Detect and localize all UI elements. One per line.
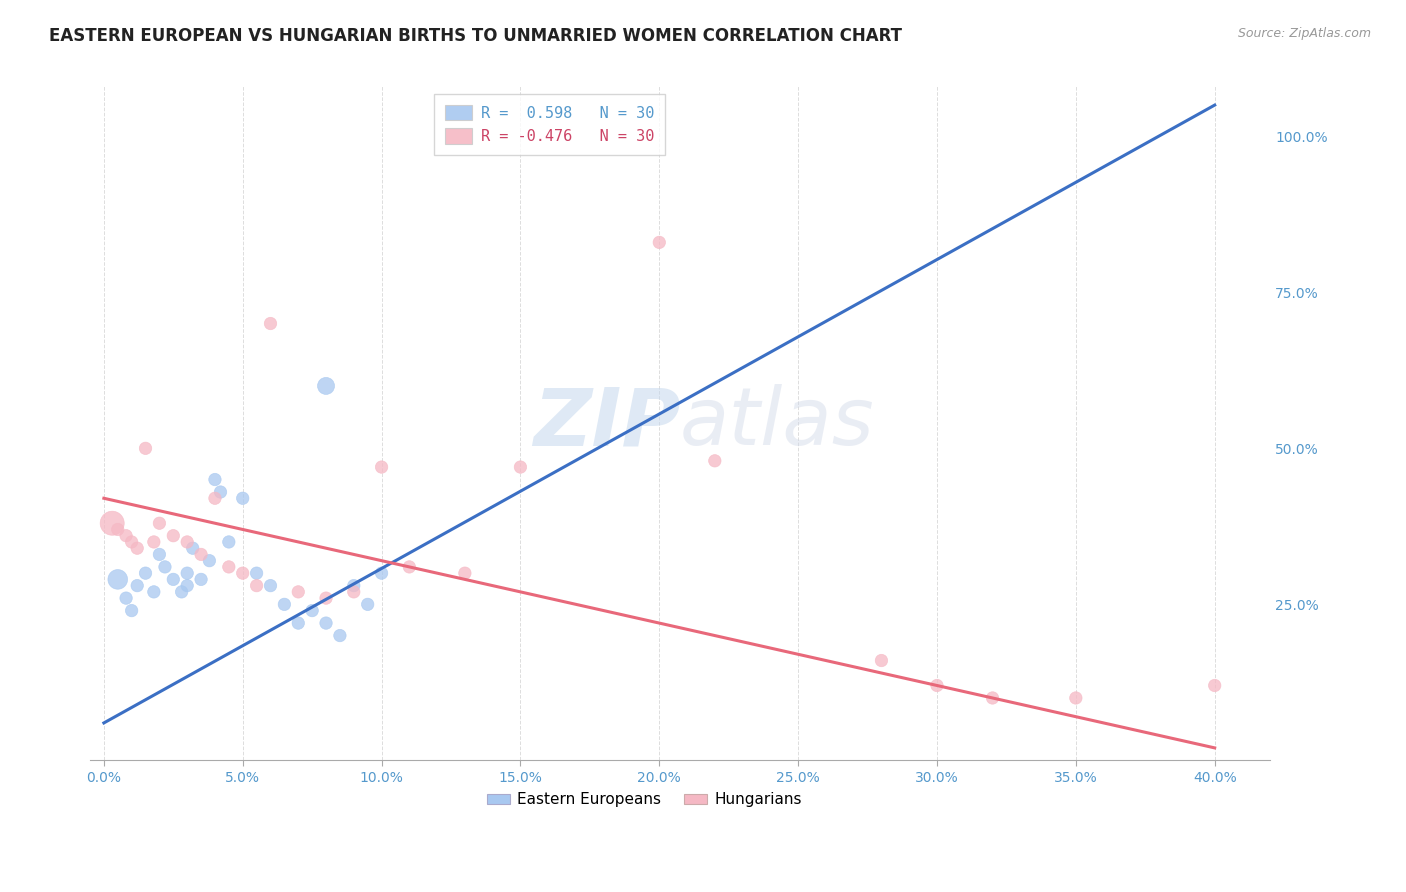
Point [101,516,124,531]
Point [370,566,392,581]
Point [107,523,129,537]
Point [343,585,366,599]
Point [398,560,420,574]
Point [232,491,254,506]
Text: atlas: atlas [681,384,875,462]
Point [115,591,138,606]
Point [648,235,671,250]
Point [135,566,157,581]
Point [1204,678,1226,692]
Point [162,573,184,587]
Point [190,548,212,562]
Point [246,566,269,581]
Point [509,460,531,475]
Point [176,535,198,549]
Point [329,629,352,643]
Point [127,579,149,593]
Text: EASTERN EUROPEAN VS HUNGARIAN BIRTHS TO UNMARRIED WOMEN CORRELATION CHART: EASTERN EUROPEAN VS HUNGARIAN BIRTHS TO … [49,27,903,45]
Point [259,317,281,331]
Point [301,604,323,618]
Point [246,579,269,593]
Point [218,535,240,549]
Point [176,566,198,581]
Point [204,473,226,487]
Point [232,566,254,581]
Point [357,598,380,612]
Point [162,529,184,543]
Legend: Eastern Europeans, Hungarians: Eastern Europeans, Hungarians [481,786,808,814]
Text: ZIP: ZIP [533,384,681,462]
Point [370,460,392,475]
Point [115,529,138,543]
Point [259,579,281,593]
Point [121,535,143,549]
Point [181,541,204,556]
Point [107,573,129,587]
Point [148,516,170,531]
Point [287,616,309,631]
Point [287,585,309,599]
Point [315,616,337,631]
Point [153,560,176,574]
Point [981,690,1004,705]
Point [703,454,725,468]
Point [204,491,226,506]
Point [148,548,170,562]
Point [1064,690,1087,705]
Point [343,579,366,593]
Point [121,604,143,618]
Point [142,585,165,599]
Point [127,541,149,556]
Point [198,554,221,568]
Point [273,598,295,612]
Point [142,535,165,549]
Point [454,566,477,581]
Point [315,379,337,393]
Point [315,591,337,606]
Point [135,442,157,456]
Point [218,560,240,574]
Point [170,585,193,599]
Point [925,678,948,692]
Point [176,579,198,593]
Point [870,654,893,668]
Point [190,573,212,587]
Point [209,485,232,500]
Text: Source: ZipAtlas.com: Source: ZipAtlas.com [1237,27,1371,40]
